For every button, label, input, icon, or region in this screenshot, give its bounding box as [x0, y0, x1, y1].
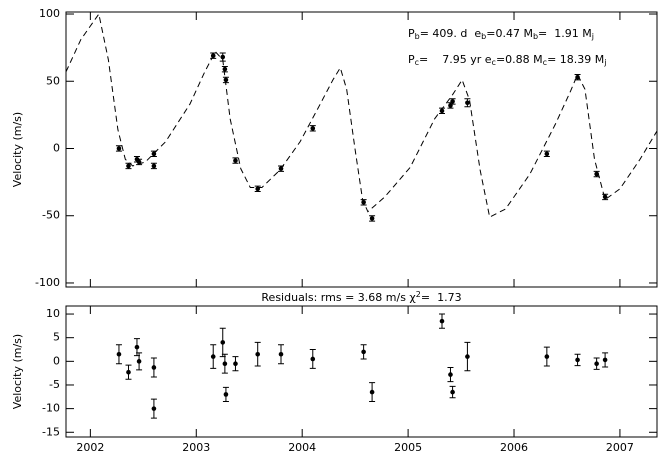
subscript: c	[415, 58, 419, 67]
data-point	[220, 54, 226, 60]
data-point	[602, 194, 608, 200]
text-part: P	[408, 53, 415, 66]
data-point	[361, 349, 366, 355]
text-part: = 18.39 M	[547, 53, 604, 66]
data-point	[439, 108, 445, 114]
text-part: =0.88 M	[496, 53, 543, 66]
y-tick-label: -5	[49, 378, 60, 391]
data-point	[116, 351, 122, 357]
subscript: b	[415, 32, 420, 41]
text-part: = 409. d e	[420, 27, 482, 40]
data-point	[594, 361, 599, 366]
x-tick-label: 2006	[500, 441, 528, 454]
text-part: P	[408, 27, 415, 40]
text-part: = 1.73	[421, 291, 462, 304]
data-point	[448, 372, 453, 377]
y-tick-label: -10	[42, 402, 60, 415]
text-part: = 1.91 M	[538, 27, 592, 40]
data-point	[602, 357, 608, 363]
y-tick-label: -50	[42, 209, 60, 222]
data-point	[220, 340, 226, 345]
data-point	[126, 369, 131, 375]
data-point	[126, 163, 131, 169]
x-tick-label: 2005	[394, 441, 422, 454]
data-point	[210, 53, 216, 59]
subscript: c	[492, 58, 496, 67]
data-point	[222, 361, 228, 366]
plot-frame	[65, 11, 658, 288]
model-curve	[65, 12, 658, 218]
data-point	[151, 151, 157, 157]
data-point	[544, 354, 550, 359]
text-part: Residuals: rms = 3.68 m/s χ	[261, 291, 416, 304]
x-tick-label: 2003	[182, 441, 210, 454]
data-point	[369, 216, 375, 221]
y-tick-label: 50	[46, 74, 60, 87]
data-point	[223, 392, 229, 397]
y-tick-label: 0	[53, 354, 60, 367]
data-point	[222, 66, 228, 72]
data-point	[210, 354, 216, 359]
data-point	[136, 359, 142, 364]
data-point	[465, 354, 470, 359]
data-point	[255, 351, 261, 357]
data-point	[450, 389, 455, 395]
x-tick-label: 2002	[76, 441, 104, 454]
y-axis-label: Velocity (m/s)	[11, 112, 24, 187]
y-tick-label: 10	[46, 307, 60, 320]
data-point	[465, 100, 470, 106]
data-point	[575, 74, 580, 80]
data-point	[594, 171, 599, 177]
data-point	[233, 361, 238, 366]
subscript: j	[591, 32, 594, 41]
data-point	[575, 357, 580, 363]
data-point	[136, 159, 142, 165]
data-point	[310, 356, 316, 362]
text-part: =0.47 M	[486, 27, 533, 40]
data-point	[369, 389, 375, 395]
data-point	[151, 406, 157, 411]
data-point	[151, 365, 157, 370]
y-tick-label: 100	[39, 7, 60, 20]
data-point	[310, 126, 316, 131]
panel-title: Residuals: rms = 3.68 m/s χ2= 1.73	[261, 290, 461, 304]
superscript: 2	[416, 290, 421, 299]
data-point	[134, 344, 140, 350]
data-point	[233, 158, 238, 163]
plot-frame	[65, 305, 658, 438]
data-point	[116, 146, 122, 151]
y-tick-label: 0	[53, 141, 60, 154]
annotation: Pb= 409. d eb=0.47 Mb= 1.91 Mj	[408, 27, 594, 41]
y-tick-label: 5	[53, 331, 60, 344]
data-point	[255, 186, 261, 192]
data-point	[151, 163, 157, 169]
subscript: j	[603, 58, 606, 67]
data-point	[278, 351, 284, 357]
data-point	[439, 318, 445, 324]
data-point	[223, 77, 229, 83]
text-part: = 7.95 yr e	[419, 53, 492, 66]
subscript: b	[481, 32, 486, 41]
x-tick-label: 2007	[606, 441, 634, 454]
y-tick-label: -15	[42, 425, 60, 438]
y-axis-label: Velocity (m/s)	[11, 334, 24, 409]
data-point	[361, 199, 366, 205]
subscript: b	[533, 32, 538, 41]
data-point	[450, 99, 455, 104]
subscript: c	[543, 58, 547, 67]
y-tick-label: -100	[35, 276, 60, 289]
annotation: Pc= 7.95 yr ec=0.88 Mc= 18.39 Mj	[408, 53, 607, 67]
data-point	[278, 166, 284, 171]
x-tick-label: 2004	[288, 441, 316, 454]
data-point	[544, 151, 550, 157]
